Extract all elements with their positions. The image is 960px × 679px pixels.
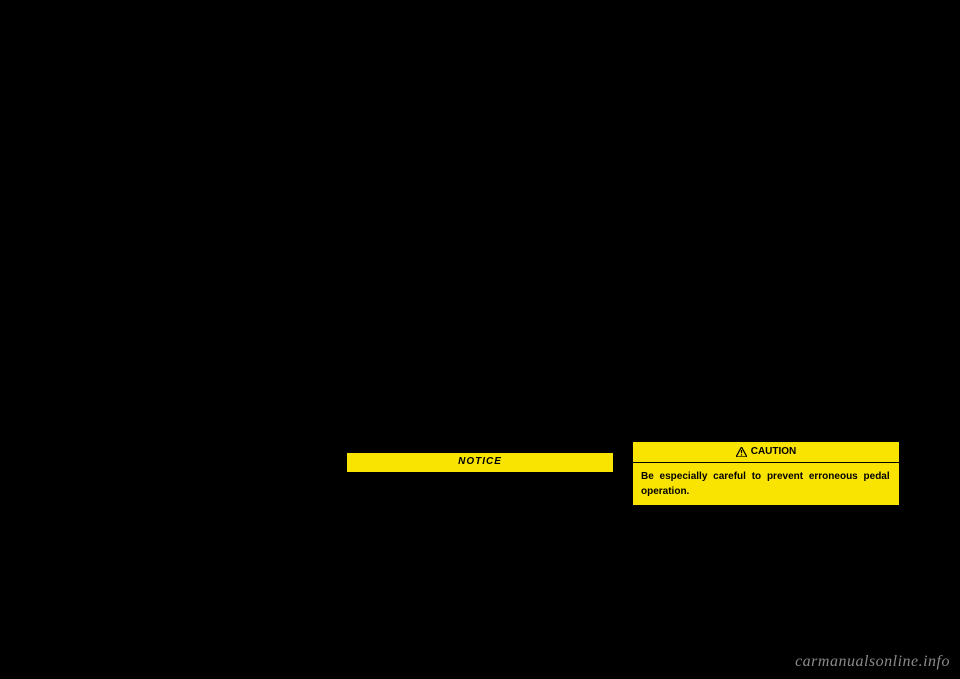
caution-header: CAUTION <box>633 442 899 464</box>
caution-label: CAUTION <box>751 445 797 460</box>
columns: How to start the engine— (a) Before cran… <box>60 73 900 613</box>
notice-line3: If the engine becomes difficult to start… <box>355 531 605 556</box>
notice-body: ◆ Do not crank for more than 30 seconds … <box>347 472 613 573</box>
col2-p7: Simply restart it, using the correct pro… <box>346 364 614 394</box>
col1-step3-auto: Automatic transmission: Put the selector… <box>60 258 328 334</box>
col2-p9: See "If your vehicle will not start" in … <box>346 428 614 443</box>
warning-icon <box>736 447 747 457</box>
col3-p2: ◆ Drive slowly onto curbs and, if possib… <box>632 140 900 201</box>
col2-title: (b) Starting the engine <box>346 73 614 88</box>
col2-p5: Engine should be warmed up by driving, n… <box>346 285 614 331</box>
col3-p2-text: Drive slowly onto curbs and, if possible… <box>632 141 900 199</box>
page-frame: 236 How to start the engine— (a) Before … <box>60 45 900 630</box>
col3-title: Tips for driving in various conditions <box>632 73 900 90</box>
column-3: Tips for driving in various conditions ◆… <box>632 73 900 613</box>
watermark: carmanualsonline.info <box>795 653 950 671</box>
col2-p4: With your foot off the accelerator pedal… <box>346 231 614 277</box>
col1-step3-auto-label: Automatic transmission: <box>60 259 184 271</box>
col1-step3-num: 3. <box>60 174 69 186</box>
col1-title: How to start the engine— <box>60 73 328 90</box>
col3-p1-text: Always slow down in gusty crosswinds. Th… <box>632 101 900 128</box>
col1-step3-manual: 3. Manual transmission: Press the clutch… <box>60 173 328 249</box>
notice-line2: Do not race a cold engine. <box>365 512 482 523</box>
col2-p3: The multiport fuel injection system/sequ… <box>346 161 614 222</box>
col1-subtitle: (a) Before cranking <box>60 100 328 115</box>
col1-step2: 2. Turn off unnecessary lights and acces… <box>60 149 328 164</box>
col2-p1: Before starting the engine, be sure to f… <box>346 97 614 127</box>
col2-normal-start: Normal starting procedure <box>346 137 614 152</box>
notice-header: NOTICE <box>347 453 613 472</box>
col1-step4: 4. Depress the brake pedal and hold it t… <box>60 343 328 373</box>
column-2: (b) Starting the engine Before starting … <box>346 73 614 613</box>
column-1: How to start the engine— (a) Before cran… <box>60 73 328 613</box>
col1-step3-manual-label: Manual transmission: <box>73 174 183 186</box>
col3-p3: ◆ When parking on a hill, turn the front… <box>632 210 900 286</box>
caution-box: CAUTION Be especially careful to prevent… <box>632 441 900 507</box>
col2-p6: If the engine stalls... <box>346 340 614 355</box>
notice-line1: Do not crank for more than 30 seconds at… <box>355 479 605 504</box>
col3-p4-text: Washing your vehicle or driving through … <box>632 296 900 430</box>
col3-p1: ◆ Always slow down in gusty crosswinds. … <box>632 100 900 130</box>
col2-p8: If the engine will not start... <box>346 404 614 419</box>
caution-body: Be especially careful to prevent erroneo… <box>633 463 899 505</box>
col3-p3-text: When parking on a hill, turn the front w… <box>632 211 900 284</box>
page-number: 236 <box>882 45 900 57</box>
notice-box: NOTICE ◆ Do not crank for more than 30 s… <box>346 452 614 574</box>
col3-p4: ◆ Washing your vehicle or driving throug… <box>632 295 900 432</box>
col1-step1: 1. Apply the parking brake firmly. <box>60 125 328 140</box>
